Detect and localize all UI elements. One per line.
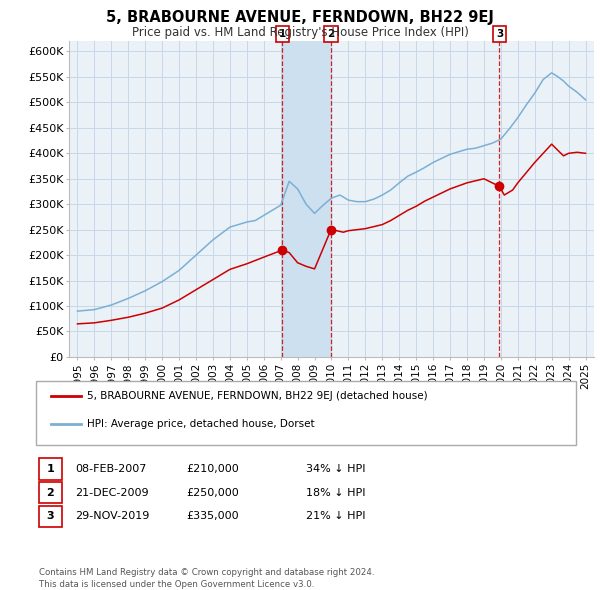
Text: £335,000: £335,000 (186, 512, 239, 521)
Text: 21-DEC-2009: 21-DEC-2009 (75, 488, 149, 497)
Text: £250,000: £250,000 (186, 488, 239, 497)
Text: 1: 1 (279, 29, 286, 39)
Text: 29-NOV-2019: 29-NOV-2019 (75, 512, 149, 521)
Text: £210,000: £210,000 (186, 464, 239, 474)
Text: 18% ↓ HPI: 18% ↓ HPI (306, 488, 365, 497)
Text: 34% ↓ HPI: 34% ↓ HPI (306, 464, 365, 474)
Text: 5, BRABOURNE AVENUE, FERNDOWN, BH22 9EJ (detached house): 5, BRABOURNE AVENUE, FERNDOWN, BH22 9EJ … (87, 392, 428, 401)
Bar (283, 41, 331, 357)
Text: 08-FEB-2007: 08-FEB-2007 (75, 464, 146, 474)
Text: 2: 2 (328, 29, 335, 39)
Text: 1: 1 (47, 464, 54, 474)
Text: 3: 3 (496, 29, 503, 39)
Text: HPI: Average price, detached house, Dorset: HPI: Average price, detached house, Dors… (87, 419, 314, 428)
Text: 5, BRABOURNE AVENUE, FERNDOWN, BH22 9EJ: 5, BRABOURNE AVENUE, FERNDOWN, BH22 9EJ (106, 10, 494, 25)
Text: 2: 2 (47, 488, 54, 497)
Text: 21% ↓ HPI: 21% ↓ HPI (306, 512, 365, 521)
Text: Price paid vs. HM Land Registry's House Price Index (HPI): Price paid vs. HM Land Registry's House … (131, 26, 469, 39)
Text: 3: 3 (47, 512, 54, 521)
Text: Contains HM Land Registry data © Crown copyright and database right 2024.
This d: Contains HM Land Registry data © Crown c… (39, 568, 374, 589)
